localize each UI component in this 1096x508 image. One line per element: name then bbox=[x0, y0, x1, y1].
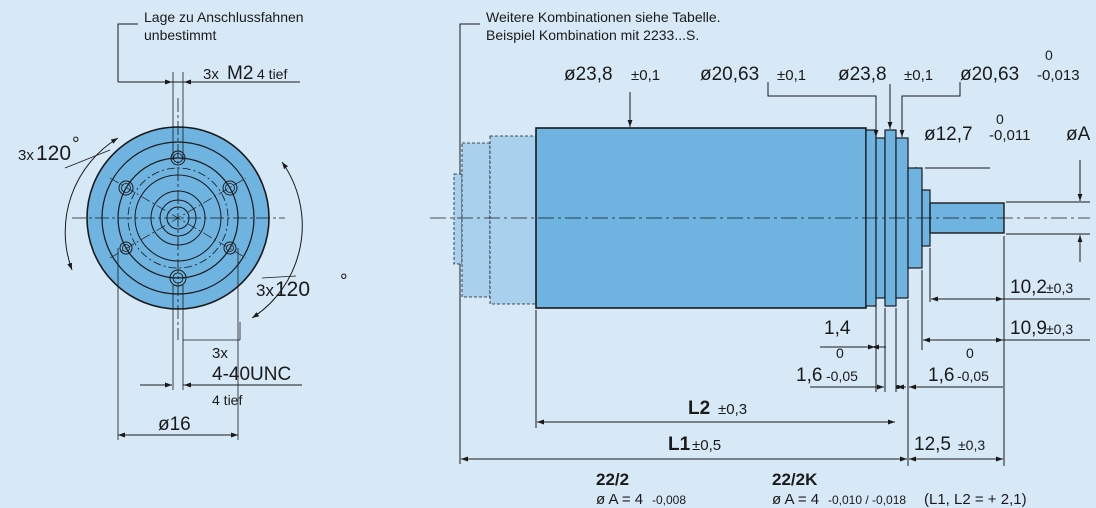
thread-top-label: M2 bbox=[227, 63, 253, 84]
L2-tol: ±0,3 bbox=[718, 401, 747, 418]
side-view bbox=[430, 23, 1090, 466]
col1-head: 22/2 bbox=[596, 470, 629, 489]
col1-tol: -0,008 bbox=[652, 493, 686, 507]
dim-16a-upper: 0 bbox=[836, 345, 844, 361]
d-flange2-label: ø23,8 bbox=[838, 64, 887, 85]
d-pilot-tol-upper: 0 bbox=[996, 111, 1004, 127]
col2-tol: -0,010 / -0,018 bbox=[828, 493, 906, 507]
thread-bottom-depth: 4 tief bbox=[212, 392, 242, 408]
L1-label: L1 bbox=[668, 434, 691, 455]
angle-right-prefix: 3x bbox=[256, 281, 274, 300]
front-labels: Lage zu Anschlussfahnen unbestimmt 3x M2… bbox=[18, 9, 348, 435]
front-note-line2: unbestimmt bbox=[144, 27, 216, 43]
dim-16b-upper: 0 bbox=[966, 345, 974, 361]
thread-top-depth: 4 tief bbox=[257, 66, 287, 82]
dim-125-tol: ±0,3 bbox=[958, 437, 985, 453]
d-body-tol: ±0,1 bbox=[631, 67, 660, 84]
thread-bottom-prefix: 3x bbox=[212, 345, 228, 362]
thread-top-prefix: 3x bbox=[203, 66, 219, 83]
d-flange2-tol: ±0,1 bbox=[904, 67, 933, 84]
shaft-len1-label: 10,2 bbox=[1010, 277, 1047, 298]
side-labels: Weitere Kombinationen siehe Tabelle. Bei… bbox=[486, 9, 1091, 455]
dim-14-label: 1,4 bbox=[824, 318, 851, 339]
dim-16a-label: 1,6 bbox=[796, 365, 822, 386]
variant-table: 22/2 ø A = 4 -0,008 22/2K ø A = 4 -0,010… bbox=[596, 470, 1027, 508]
angle-left-label: 120 bbox=[36, 142, 71, 165]
m2-holes bbox=[118, 150, 238, 196]
front-diameter-label: ø16 bbox=[158, 414, 191, 435]
d-flange1-label: ø20,63 bbox=[700, 64, 759, 85]
d-pilot-tol-lower: -0,011 bbox=[989, 127, 1030, 144]
col2-suffix: (L1, L2 = + 2,1) bbox=[924, 491, 1027, 508]
angle-left-degree: ° bbox=[72, 134, 80, 155]
dim-16a-lower: -0,05 bbox=[826, 368, 858, 384]
d-flange3-label: ø20,63 bbox=[960, 64, 1019, 85]
angle-right-label: 120 bbox=[275, 278, 310, 301]
front-view bbox=[64, 23, 303, 440]
d-pilot-label: ø12,7 bbox=[924, 124, 973, 145]
d-flange3-tol-upper: 0 bbox=[1045, 47, 1053, 63]
d-flange1-tol: ±0,1 bbox=[777, 67, 806, 84]
angle-right-degree: ° bbox=[340, 271, 348, 292]
col1-prefix: ø A = 4 bbox=[596, 491, 643, 508]
thread-bottom-label: 4-40UNC bbox=[212, 364, 291, 385]
front-note-line1: Lage zu Anschlussfahnen bbox=[144, 9, 304, 25]
d-body-label: ø23,8 bbox=[564, 64, 613, 85]
side-note-line1: Weitere Kombinationen siehe Tabelle. bbox=[486, 9, 721, 25]
dim-125-label: 12,5 bbox=[914, 434, 951, 455]
col2-head: 22/2K bbox=[772, 470, 818, 489]
dim-16b-label: 1,6 bbox=[928, 365, 954, 386]
side-note-line2: Beispiel Kombination mit 2233...S. bbox=[486, 27, 699, 43]
d-shaft-label: øA bbox=[1066, 124, 1091, 145]
angle-left-prefix: 3x bbox=[18, 147, 34, 164]
d-flange3-tol-lower: -0,013 bbox=[1037, 67, 1080, 84]
dim-16b-lower: -0,05 bbox=[957, 368, 989, 384]
shaft-len2-label: 10,9 bbox=[1010, 318, 1047, 339]
L2-label: L2 bbox=[688, 398, 710, 419]
shaft-len2-tol: ±0,3 bbox=[1046, 321, 1073, 337]
col2-prefix: ø A = 4 bbox=[772, 491, 819, 508]
shaft-len1-tol: ±0,3 bbox=[1046, 280, 1073, 296]
L1-tol: ±0,5 bbox=[692, 437, 721, 454]
